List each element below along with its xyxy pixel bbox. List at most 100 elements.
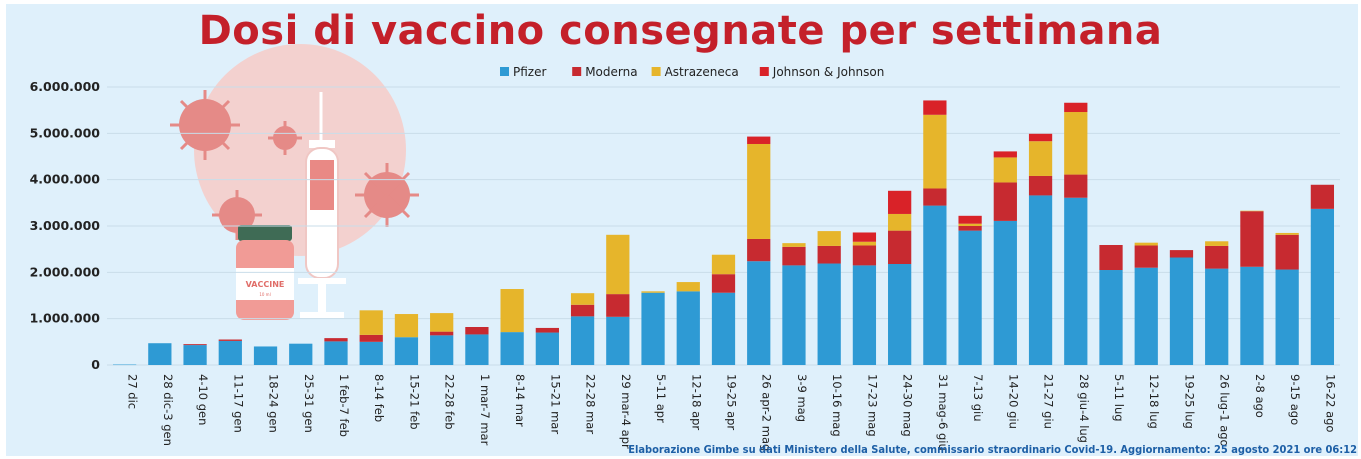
legend-label: Pfizer <box>513 65 546 79</box>
x-tick-label: 1 feb-7 feb <box>337 374 351 437</box>
x-tick-label: 16-22 ago <box>1323 374 1337 432</box>
bar-segment <box>606 316 630 365</box>
vial-label: VACCINE <box>246 280 285 289</box>
bar-segment <box>747 143 771 239</box>
bar-segment <box>958 223 982 226</box>
bar-segment <box>1275 234 1299 270</box>
bar-segment <box>641 291 665 293</box>
x-tick-label: 24-30 mag <box>901 374 915 437</box>
x-tick-label: 19-25 lug <box>1182 374 1196 429</box>
bar-segment <box>1310 208 1335 365</box>
x-tick-label: 25-31 gen <box>302 374 316 433</box>
bar-segment <box>218 339 242 341</box>
bar-segment <box>606 294 630 317</box>
bar-segment <box>782 243 806 247</box>
bar-segment <box>1240 210 1264 212</box>
x-axis: 27 dic 28 dic-3 gen 4-10 gen 11-17 gen 18-24… <box>126 374 1338 451</box>
syringe-icon <box>298 92 346 318</box>
bar-segment <box>1064 102 1088 113</box>
y-tick-label: 1.000.000 <box>30 311 101 326</box>
bar-segment <box>430 335 454 365</box>
bar-segment <box>888 263 912 365</box>
x-tick-label: 15-21 feb <box>407 374 421 430</box>
bar-segment <box>676 282 700 292</box>
y-tick-label: 3.000.000 <box>30 218 101 233</box>
x-tick-label: 17-23 mag <box>865 374 879 437</box>
x-tick-label: 26 apr-2 mag <box>760 374 774 451</box>
x-tick-label: 3-9 mag <box>795 374 809 422</box>
legend-swatch <box>651 67 661 76</box>
legend-label: Moderna <box>585 65 637 79</box>
x-tick-label: 27 dic <box>126 374 140 409</box>
bar-segment <box>993 220 1017 365</box>
bar-segment <box>1240 211 1264 267</box>
x-tick-label: 9-15 ago <box>1288 374 1302 425</box>
bar-segment <box>888 213 912 231</box>
x-tick-label: 21-27 giu <box>1042 374 1056 429</box>
vial-sublabel: 10 ml <box>259 292 270 297</box>
bar-segment <box>711 274 736 293</box>
y-tick-label: 2.000.000 <box>30 264 101 279</box>
x-tick-label: 5-11 lug <box>1112 374 1126 422</box>
bar-segment <box>148 343 172 365</box>
bar-segment <box>465 334 489 365</box>
bar-segment <box>1064 174 1088 198</box>
y-tick-label: 5.000.000 <box>30 125 101 140</box>
bar-segment <box>1028 195 1053 365</box>
bar-segment <box>430 313 454 332</box>
x-tick-label: 26 lug-1 ago <box>1218 374 1232 447</box>
x-tick-label: 29 mar-4 apr <box>619 374 633 449</box>
bar-segment <box>570 304 595 317</box>
x-tick-label: 7-13 giu <box>971 374 985 422</box>
y-tick-label: 0 <box>91 357 100 372</box>
y-tick-label: 4.000.000 <box>30 172 101 187</box>
bar-segment <box>782 265 806 365</box>
bar-segment <box>430 331 454 336</box>
bar-segment <box>500 289 524 333</box>
bar-segment <box>747 261 771 365</box>
x-tick-label: 15-21 mar <box>548 374 562 434</box>
bar-segment <box>218 340 242 365</box>
bar-segment <box>253 346 278 365</box>
bar-segment <box>923 114 947 189</box>
x-tick-label: 28 giu-4 lug <box>1077 374 1091 443</box>
source-note: Elaborazione Gimbe su dati Ministero del… <box>628 443 1357 456</box>
y-axis: 0 1.000.000 2.000.000 3.000.000 4.000.000 5.0… <box>30 79 101 372</box>
bar-segment <box>1134 267 1158 365</box>
bar-segment <box>606 234 630 295</box>
bar-segment <box>888 230 912 264</box>
bar-segment <box>1028 133 1053 142</box>
bar-segment <box>747 238 771 262</box>
bar-segment <box>958 226 982 231</box>
legend-swatch <box>572 67 582 76</box>
x-tick-label: 11-17 gen <box>231 374 245 433</box>
bar-segment <box>923 188 947 206</box>
bar-segment <box>852 245 877 266</box>
bar-segment <box>359 310 383 335</box>
bar-segment <box>500 332 524 365</box>
bar-segment <box>394 337 419 365</box>
bar-segment <box>183 344 207 346</box>
bar-segment <box>782 246 806 266</box>
x-tick-label: 22-28 feb <box>443 374 457 430</box>
x-tick-label: 22-28 mar <box>584 374 598 434</box>
x-tick-label: 19-25 apr <box>725 374 739 430</box>
x-tick-label: 12-18 apr <box>689 374 703 430</box>
x-tick-label: 18-24 gen <box>267 374 281 433</box>
x-tick-label: 14-20 giu <box>1006 374 1020 429</box>
bar-segment <box>641 292 665 365</box>
bar-segment <box>1134 245 1158 268</box>
bar-segment <box>747 136 771 144</box>
bar-segment <box>359 334 383 342</box>
x-tick-label: 10-16 mag <box>830 374 844 437</box>
bar-segment <box>1205 245 1229 269</box>
bar-segment <box>1205 268 1229 365</box>
bar-segment <box>1028 175 1053 196</box>
bar-segment <box>958 215 982 224</box>
virus-spikes <box>170 90 419 240</box>
x-tick-label: 31 mag-6 giu <box>936 374 950 451</box>
bar-segment <box>993 157 1017 183</box>
bar-segment <box>359 341 383 365</box>
bar-segment <box>711 254 736 275</box>
bar-segment <box>817 263 841 365</box>
